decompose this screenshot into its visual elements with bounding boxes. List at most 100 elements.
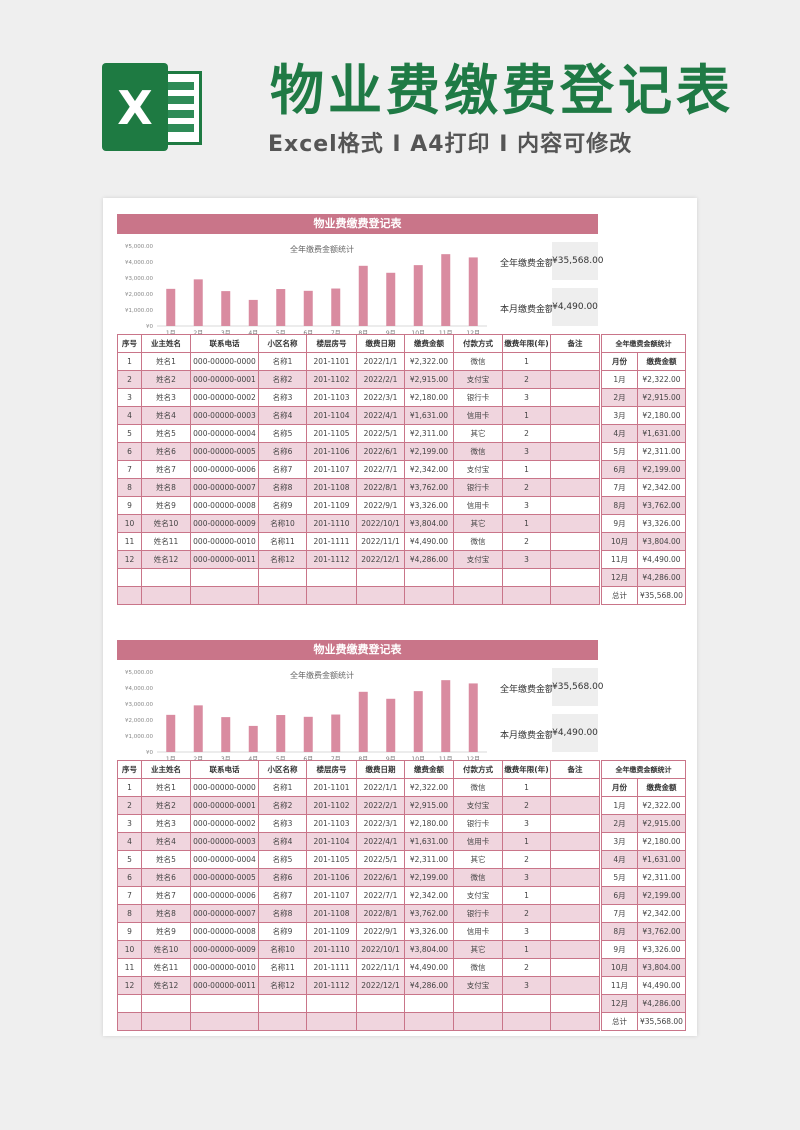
table-cell[interactable] [550,886,600,905]
table-cell[interactable]: 银行卡 [453,814,503,833]
summary-cell[interactable]: ¥3,762.00 [637,496,686,515]
table-cell[interactable]: 姓名10 [141,940,191,959]
table-cell[interactable]: 000-00000-0008 [190,496,259,515]
table-cell[interactable]: ¥2,311.00 [404,850,454,869]
table-cell[interactable]: 名称3 [258,814,307,833]
table-cell[interactable]: ¥3,326.00 [404,922,454,941]
table-cell[interactable]: 2022/3/1 [356,814,405,833]
table-cell[interactable] [550,532,600,551]
summary-cell[interactable]: 3月 [601,832,638,851]
chart-bar[interactable] [248,725,258,752]
table-cell[interactable]: 名称1 [258,778,307,797]
summary-cell[interactable]: 8月 [601,496,638,515]
table-cell[interactable]: 3 [502,442,551,461]
table-cell[interactable] [356,1012,405,1031]
table-cell[interactable]: 1 [502,352,551,371]
table-cell[interactable]: 000-00000-0009 [190,514,259,533]
table-cell[interactable] [404,568,454,587]
summary-cell[interactable]: ¥2,311.00 [637,442,686,461]
summary-cell[interactable]: 1月 [601,796,638,815]
table-cell[interactable]: 名称8 [258,904,307,923]
table-cell[interactable]: 6 [117,442,142,461]
table-cell[interactable]: 12 [117,550,142,569]
summary-cell[interactable]: ¥4,286.00 [637,568,686,587]
chart-bar[interactable] [221,717,231,752]
table-cell[interactable] [502,586,551,605]
table-cell[interactable] [550,352,600,371]
table-cell[interactable]: 名称6 [258,442,307,461]
summary-cell[interactable]: ¥3,804.00 [637,532,686,551]
table-cell[interactable] [404,586,454,605]
table-cell[interactable]: ¥3,326.00 [404,496,454,515]
table-cell[interactable]: 2022/12/1 [356,550,405,569]
table-cell[interactable]: 201-1101 [306,352,357,371]
summary-cell[interactable]: ¥2,199.00 [637,886,686,905]
table-cell[interactable] [258,994,307,1013]
table-cell[interactable]: 000-00000-0002 [190,388,259,407]
table-cell[interactable]: ¥3,762.00 [404,904,454,923]
table-cell[interactable]: 1 [117,778,142,797]
table-cell[interactable]: 2022/5/1 [356,850,405,869]
table-cell[interactable] [453,994,503,1013]
summary-cell[interactable]: ¥3,804.00 [637,958,686,977]
table-cell[interactable]: 名称2 [258,796,307,815]
table-cell[interactable]: 201-1108 [306,478,357,497]
table-cell[interactable]: 3 [502,388,551,407]
table-cell[interactable] [190,586,259,605]
table-cell[interactable]: 000-00000-0010 [190,958,259,977]
table-cell[interactable]: 201-1106 [306,442,357,461]
table-cell[interactable]: 其它 [453,940,503,959]
table-cell[interactable]: 11 [117,532,142,551]
table-cell[interactable]: 000-00000-0002 [190,814,259,833]
table-cell[interactable]: 10 [117,940,142,959]
table-cell[interactable] [550,370,600,389]
chart-bar[interactable] [193,279,203,326]
month-total-value[interactable]: ¥4,490.00 [552,714,598,752]
table-cell[interactable]: 1 [502,940,551,959]
table-cell[interactable]: 姓名8 [141,478,191,497]
table-cell[interactable]: 201-1112 [306,550,357,569]
table-cell[interactable]: 2022/6/1 [356,442,405,461]
summary-cell[interactable]: 11月 [601,976,638,995]
table-cell[interactable]: ¥4,490.00 [404,532,454,551]
table-cell[interactable] [404,994,454,1013]
table-cell[interactable]: 支付宝 [453,796,503,815]
table-cell[interactable] [404,1012,454,1031]
table-cell[interactable]: 支付宝 [453,370,503,389]
chart-bar[interactable] [331,714,341,752]
table-cell[interactable] [550,460,600,479]
table-cell[interactable]: 201-1104 [306,832,357,851]
table-cell[interactable]: 名称5 [258,850,307,869]
chart-bar[interactable] [358,265,368,326]
summary-cell[interactable]: 7月 [601,478,638,497]
table-cell[interactable]: ¥4,286.00 [404,976,454,995]
table-cell[interactable]: 201-1103 [306,388,357,407]
table-cell[interactable] [141,994,191,1013]
summary-cell[interactable]: 6月 [601,886,638,905]
month-total-value[interactable]: ¥4,490.00 [552,288,598,326]
table-cell[interactable]: 5 [117,850,142,869]
summary-cell[interactable]: ¥2,322.00 [637,796,686,815]
table-cell[interactable]: 2022/1/1 [356,352,405,371]
table-cell[interactable]: ¥2,342.00 [404,460,454,479]
table-cell[interactable]: 000-00000-0009 [190,940,259,959]
table-cell[interactable]: 2022/4/1 [356,406,405,425]
table-cell[interactable] [356,994,405,1013]
table-cell[interactable]: 支付宝 [453,460,503,479]
table-cell[interactable]: 姓名4 [141,832,191,851]
table-cell[interactable] [550,514,600,533]
table-cell[interactable] [117,1012,142,1031]
table-cell[interactable]: 名称9 [258,922,307,941]
summary-cell[interactable]: 5月 [601,442,638,461]
table-cell[interactable]: 2022/9/1 [356,922,405,941]
table-cell[interactable]: ¥2,311.00 [404,424,454,443]
table-cell[interactable]: 2022/3/1 [356,388,405,407]
table-cell[interactable]: ¥3,804.00 [404,940,454,959]
table-cell[interactable]: ¥2,180.00 [404,814,454,833]
summary-cell[interactable]: ¥3,326.00 [637,514,686,533]
table-cell[interactable]: 201-1111 [306,532,357,551]
table-cell[interactable]: 信用卡 [453,496,503,515]
table-cell[interactable]: 姓名7 [141,460,191,479]
table-cell[interactable]: 姓名5 [141,424,191,443]
table-cell[interactable] [550,424,600,443]
